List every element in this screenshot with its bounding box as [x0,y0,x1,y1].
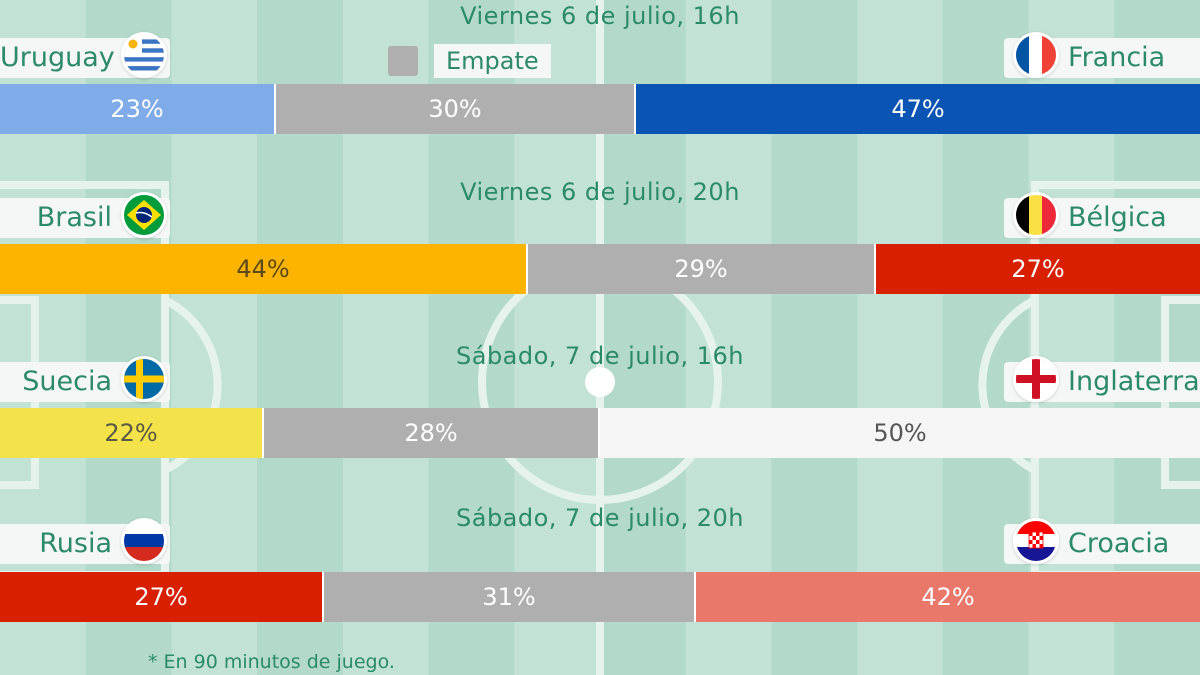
data-label: 31% [482,583,536,611]
bar-segment-home-win: 44% [0,244,528,294]
uruguay-flag-icon [124,35,164,75]
data-label: 27% [134,583,188,611]
team-name: Brasil [36,202,112,233]
match-date: Viernes 6 de julio, 20h [460,178,740,206]
team-away: Croacia [1004,521,1200,564]
belgium-flag-icon [1016,195,1056,235]
stacked-bar-rusia-croacia: 27% 31% 42% [0,572,1200,622]
match-date: Sábado, 7 de julio, 16h [456,342,744,370]
bar-segment-home-win: 22% [0,408,264,458]
brazil-flag-icon [124,195,164,235]
team-home: Rusia [0,521,170,564]
england-flag-icon [1016,359,1056,399]
bar-segment-away-win: 42% [696,572,1200,622]
team-name: Suecia [22,366,112,397]
bar-segment-away-win: 50% [600,408,1200,458]
stacked-bar-suecia-inglaterra: 22% 28% 50% [0,408,1200,458]
russia-flag-icon [124,521,164,561]
team-name: Uruguay [0,42,115,73]
team-home: Brasil [0,195,170,238]
center-spot [585,367,615,397]
team-away: Francia [1004,35,1200,78]
team-away: Inglaterra [1004,359,1200,402]
bar-segment-home-win: 23% [0,84,276,134]
data-label: 22% [104,419,158,447]
team-name: Francia [1068,42,1166,73]
team-home: Uruguay [0,35,170,78]
france-flag-icon [1016,35,1056,75]
data-label: 50% [873,419,927,447]
footnote: * En 90 minutos de juego. [148,651,395,673]
bar-segment-away-win: 47% [636,84,1200,134]
team-name: Croacia [1068,528,1170,559]
match-date: Sábado, 7 de julio, 20h [456,504,744,532]
match-date: Viernes 6 de julio, 16h [460,2,740,30]
data-label: 28% [404,419,458,447]
croatia-flag-icon [1016,521,1056,561]
team-away: Bélgica [1004,195,1200,238]
bar-segment-draw: 31% [324,572,696,622]
sweden-flag-icon [124,359,164,399]
data-label: 44% [236,255,290,283]
data-label: 42% [921,583,975,611]
legend-swatch-draw [388,46,418,76]
bar-segment-home-win: 27% [0,572,324,622]
data-label: 29% [674,255,728,283]
team-name: Inglaterra [1068,366,1200,397]
stacked-bar-uruguay-francia: 23% 30% 47% [0,84,1200,134]
bar-segment-away-win: 27% [876,244,1200,294]
stacked-bar-brasil-belgica: 44% 29% 27% [0,244,1200,294]
bar-segment-draw: 28% [264,408,600,458]
data-label: 30% [428,95,482,123]
team-name: Bélgica [1068,202,1167,233]
legend-label-draw: Empate [434,44,551,78]
data-label: 27% [1011,255,1065,283]
team-home: Suecia [0,359,170,402]
bar-segment-draw: 29% [528,244,876,294]
bar-segment-draw: 30% [276,84,636,134]
data-label: 47% [891,95,945,123]
data-label: 23% [110,95,164,123]
team-name: Rusia [39,528,112,559]
